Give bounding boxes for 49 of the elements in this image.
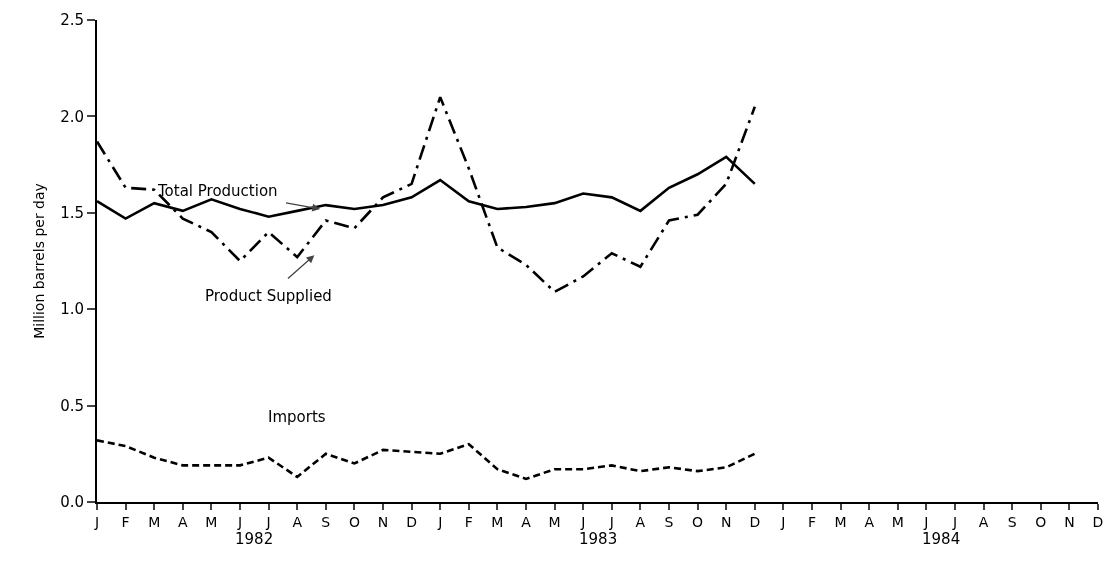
x-tick-label: A	[521, 513, 532, 530]
x-tick-label: S	[1007, 513, 1017, 530]
text: 1982	[235, 530, 274, 548]
x-tick-label: J	[265, 513, 271, 530]
x-tick-label: A	[864, 513, 875, 530]
series-label: Total Production	[157, 182, 278, 200]
x-tick-label: M	[148, 513, 161, 530]
x-tick-label: O	[348, 513, 360, 530]
x-tick-label: M	[891, 513, 904, 530]
y-axis-title: Million barrels per day	[31, 183, 48, 339]
x-tick-label: J	[437, 513, 443, 530]
x-tick-label: J	[951, 513, 958, 530]
x-tick-label: J	[93, 513, 100, 530]
text: 1983	[579, 530, 618, 548]
y-tick-label: 1.0	[60, 300, 84, 319]
series-label: Imports	[268, 408, 326, 426]
x-tick-label: M	[205, 513, 218, 530]
x-tick-label: M	[548, 513, 561, 530]
x-tick-label: J	[780, 513, 786, 530]
x-tick-label: N	[720, 513, 732, 530]
x-tick-label: A	[292, 513, 303, 530]
y-tick-label: 2.0	[60, 107, 84, 126]
x-tick-label: J	[236, 513, 243, 530]
x-tick-label: J	[608, 513, 614, 530]
x-tick-label: M	[834, 513, 847, 530]
y-tick-label: 0.0	[60, 493, 84, 512]
x-tick-label: O	[1035, 513, 1047, 530]
x-tick-label: D	[749, 513, 761, 530]
x-tick-label: S	[664, 513, 674, 530]
x-tick-label: D	[406, 513, 417, 530]
y-tick-label: 1.5	[60, 204, 84, 223]
y-tick-label: 0.5	[60, 396, 84, 415]
x-tick-label: A	[635, 513, 646, 530]
x-tick-label: A	[978, 513, 989, 530]
text: 1984	[922, 530, 961, 548]
x-tick-label: J	[580, 513, 586, 530]
x-tick-label: S	[321, 513, 331, 530]
text: Product Supplied	[205, 287, 332, 305]
x-tick-label: O	[692, 513, 704, 530]
x-tick-label: M	[491, 513, 504, 530]
x-tick-label: F	[121, 513, 130, 530]
x-tick-label: A	[178, 513, 189, 530]
x-tick-label: N	[377, 513, 389, 530]
x-tick-label: F	[464, 513, 473, 530]
x-tick-label: N	[1064, 513, 1075, 530]
x-tick-label: D	[1092, 513, 1104, 530]
y-tick-label: 2.5	[60, 11, 84, 30]
x-tick-label: J	[923, 513, 929, 530]
x-tick-label: F	[807, 513, 817, 530]
